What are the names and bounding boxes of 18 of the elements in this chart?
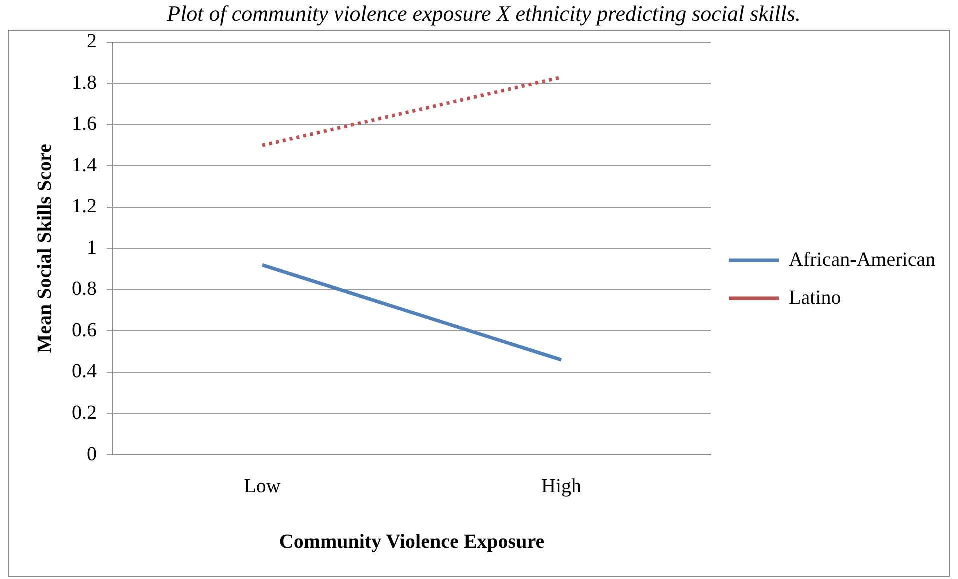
x-axis-title: Community Violence Exposure xyxy=(279,531,545,554)
x-tick-label: High xyxy=(542,475,582,498)
y-tick-label: 0.4 xyxy=(72,360,97,383)
y-tick-label: 0.8 xyxy=(72,278,97,300)
y-axis-title: Mean Social Skills Score xyxy=(34,144,56,354)
chart-title: Plot of community violence exposure X ethnicity predicting social skills. xyxy=(166,0,801,26)
y-tick-label: 1 xyxy=(87,236,97,259)
y-tick-label: 1.6 xyxy=(72,113,97,136)
y-tick-label: 0.6 xyxy=(72,319,97,342)
y-tick-label: 1.4 xyxy=(72,154,97,176)
y-tick-label: 2 xyxy=(87,30,97,53)
y-tick-label: 0.2 xyxy=(72,402,97,424)
x-tick-label: Low xyxy=(244,475,282,498)
y-tick-label: 1.8 xyxy=(72,72,97,94)
y-tick-label: 0 xyxy=(87,443,97,466)
legend-label: African-American xyxy=(789,248,936,271)
legend-label: Latino xyxy=(789,286,842,309)
y-tick-label: 1.2 xyxy=(72,196,97,218)
